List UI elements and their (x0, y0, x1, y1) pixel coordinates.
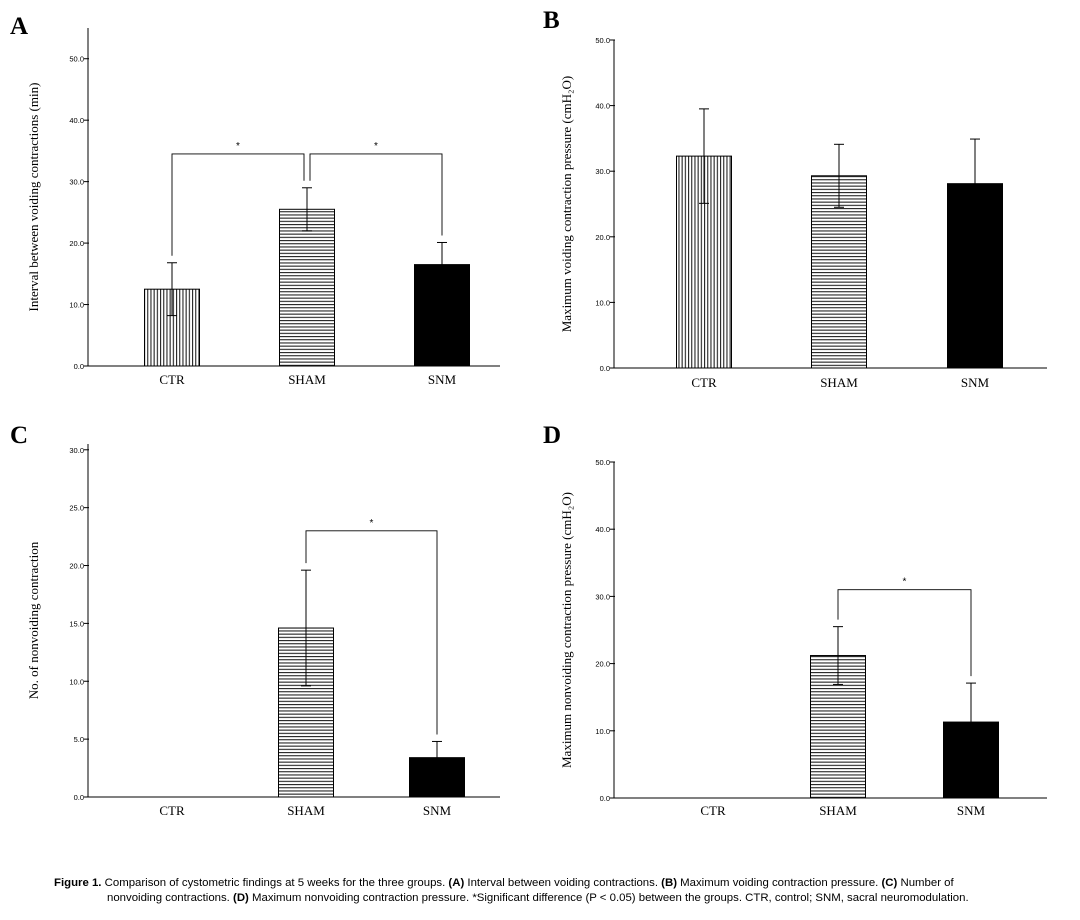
significance-marker: * (903, 577, 907, 588)
y-axis-title: No. of nonvoiding contraction (26, 541, 41, 699)
panel-label: C (10, 422, 28, 449)
significance-bracket (305, 530, 438, 735)
caption-c-tag: (C) (878, 877, 898, 889)
category-label-sham: SHAM (288, 372, 326, 387)
y-tick-label: 30.0 (69, 446, 84, 455)
chart-panel-a: A 0.0 10.0 20.0 30.0 40.0 50.0 Interval between… (10, 13, 500, 387)
y-axis-title: Interval between voiding contractions (m… (26, 83, 41, 312)
category-label-snm: SNM (428, 372, 457, 387)
panel-label: B (543, 7, 560, 34)
y-tick-label: 40.0 (595, 525, 610, 534)
significance-bracket (309, 153, 443, 236)
category-label-ctr: CTR (691, 375, 717, 390)
significance-marker: * (374, 141, 378, 152)
y-tick-label: 0.0 (74, 793, 84, 802)
y-tick-label: 25.0 (69, 504, 84, 513)
category-label-sham: SHAM (287, 803, 325, 818)
y-tick-label: 50.0 (595, 36, 610, 45)
category-label-snm: SNM (423, 803, 452, 818)
caption-c-text: Number of (897, 877, 954, 889)
category-label-ctr: CTR (159, 372, 185, 387)
caption-a-text: Interval between voiding contractions. (464, 877, 659, 889)
chart-panel-d: D 0.0 10.0 20.0 30.0 40.0 50.0 Maximum nonvoidi… (543, 422, 1047, 818)
y-tick-label: 0.0 (600, 794, 610, 803)
caption-line2-start: nonvoiding contractions. (107, 892, 230, 904)
y-tick-label: 10.0 (595, 727, 610, 736)
y-tick-label: 40.0 (69, 116, 84, 125)
category-label-snm: SNM (957, 803, 986, 818)
category-label-ctr: CTR (700, 803, 726, 818)
y-tick-label: 20.0 (595, 233, 610, 242)
category-label-ctr: CTR (159, 803, 185, 818)
significance-marker: * (236, 141, 240, 152)
caption-label: Figure 1. (54, 877, 102, 889)
significance-bracket (171, 153, 305, 256)
y-tick-label: 0.0 (74, 362, 84, 371)
panel-label: D (543, 422, 561, 449)
y-tick-label: 30.0 (595, 167, 610, 176)
caption-d-tag: (D) (229, 892, 249, 904)
chart-panel-b: B 0.0 10.0 20.0 30.0 40.0 50.0 Maximum voiding … (543, 7, 1047, 390)
figure-caption: Figure 1. Comparison of cystometric find… (54, 876, 1054, 906)
y-tick-label: 20.0 (69, 562, 84, 571)
y-tick-label: 30.0 (69, 178, 84, 187)
y-tick-label: 10.0 (69, 301, 84, 310)
caption-intro: Comparison of cystometric findings at 5 … (101, 877, 446, 889)
chart-panel-c: C 0.0 5.0 10.0 15.0 20.0 25.0 30.0 No. of nonvoi… (10, 422, 500, 818)
y-tick-label: 40.0 (595, 102, 610, 111)
y-tick-label: 20.0 (69, 239, 84, 248)
significance-marker: * (370, 518, 374, 529)
y-tick-label: 10.0 (595, 298, 610, 307)
y-tick-label: 50.0 (595, 458, 610, 467)
y-tick-label: 50.0 (69, 55, 84, 64)
y-tick-label: 20.0 (595, 660, 610, 669)
y-tick-label: 0.0 (600, 364, 610, 373)
y-tick-label: 5.0 (74, 735, 84, 744)
caption-b-tag: (B) (658, 877, 677, 889)
y-tick-label: 15.0 (69, 619, 84, 628)
panel-label: A (10, 13, 28, 40)
caption-a-tag: (A) (445, 877, 465, 889)
bar-sham (279, 208, 335, 367)
category-label-sham: SHAM (819, 803, 857, 818)
y-tick-label: 30.0 (595, 592, 610, 601)
y-axis-title: Maximum nonvoiding contraction pressure … (559, 492, 574, 768)
category-label-snm: SNM (961, 375, 990, 390)
y-axis-title: Maximum voiding contraction pressure (cm… (559, 76, 574, 333)
category-label-sham: SHAM (820, 375, 858, 390)
caption-b-text: Maximum voiding contraction pressure. (677, 877, 879, 889)
caption-d-text: Maximum nonvoiding contraction pressure.… (248, 892, 969, 904)
y-tick-label: 10.0 (69, 677, 84, 686)
significance-bracket (837, 589, 972, 677)
